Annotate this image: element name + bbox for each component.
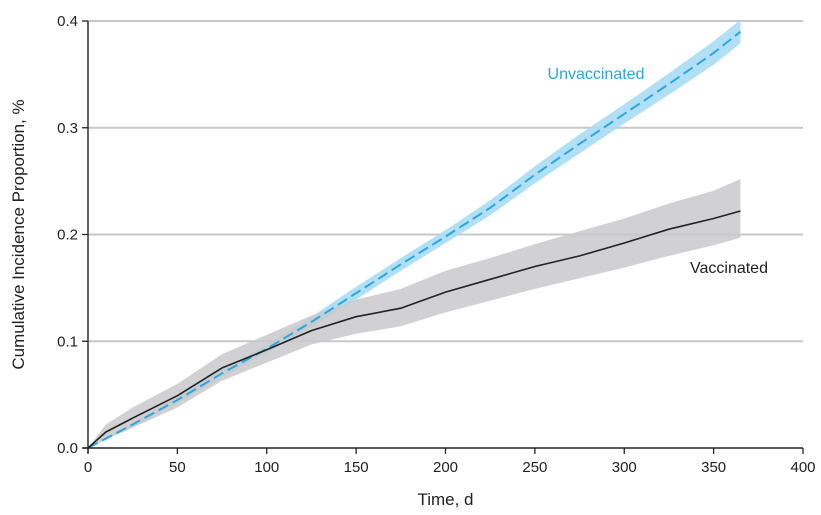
confidence-band-layer [88,19,741,449]
x-tick-label-4: 200 [433,459,458,476]
label-layer: Time, d Cumulative Incidence Proportion,… [9,66,768,509]
series-line-vaccinated [87,210,741,449]
series-line-unvaccinated [87,30,742,449]
y-tick-label-4: 0.4 [57,13,78,30]
x-axis-title: Time, d [417,490,473,509]
confidence-band-vaccinated [88,179,741,448]
y-axis-title: Cumulative Incidence Proportion, % [9,99,28,369]
x-tick-label-8: 400 [790,459,815,476]
y-tick-label-2: 0.2 [57,227,78,244]
x-tick-label-2: 100 [254,459,279,476]
x-tick-label-7: 350 [701,459,726,476]
series-label-vaccinated: Vaccinated [690,260,768,277]
x-tick-label-3: 150 [344,459,369,476]
series-line-layer [87,30,742,449]
series-label-unvaccinated: Unvaccinated [548,66,645,83]
y-tick-label-3: 0.3 [57,120,78,137]
y-tick-label-1: 0.1 [57,333,78,350]
x-tick-label-1: 50 [169,459,186,476]
x-tick-label-0: 0 [84,459,92,476]
axis-layer: 0 50 100 150 200 250 300 350 400 0.0 0.1 0.2 0.3 0.4 [57,13,815,476]
x-tick-label-6: 300 [612,459,637,476]
x-tick-label-5: 250 [522,459,547,476]
y-tick-label-0: 0.0 [57,440,78,457]
